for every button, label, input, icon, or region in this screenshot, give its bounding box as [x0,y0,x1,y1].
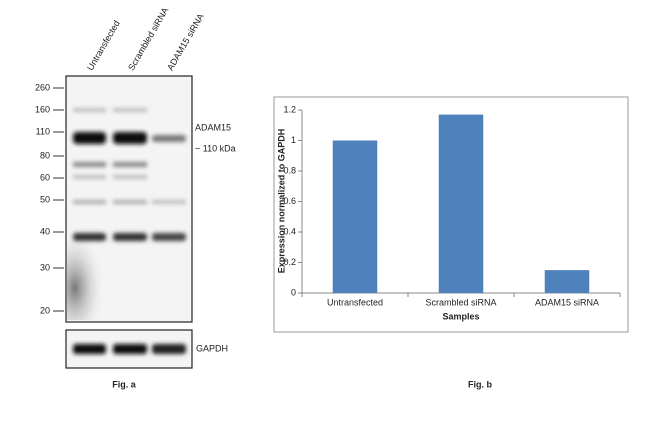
y-tick-label: 1 [291,135,296,145]
y-tick-label: 0.4 [283,226,296,236]
lane-label: Untransfected [85,19,122,73]
marker-label: 20 [40,305,50,315]
marker-label: 30 [40,262,50,272]
marker-label: 40 [40,226,50,236]
y-tick-label: 1.2 [283,104,296,114]
lane-label: Scrambled siRNA [126,6,170,73]
caption: Fig. b [468,379,492,389]
marker-label: 160 [35,104,50,114]
y-axis-label: Expression normalized to GAPDH [276,129,286,274]
blot-panel [65,75,193,323]
bar [332,140,378,293]
target-label: ADAM15 [195,122,231,132]
x-tick-label: Untransfected [327,297,383,307]
target-size: ~ 110 kDa [195,143,236,153]
marker-label: 50 [40,194,50,204]
x-tick-label: Scrambled siRNA [425,297,496,307]
bands [73,108,186,241]
caption: Fig. a [112,379,136,389]
bar [544,270,590,293]
lane-label: ADAM15 siRNA [165,12,206,72]
y-tick-label: 0.8 [283,165,296,175]
y-tick-label: 0.2 [283,257,296,267]
control-label: GAPDH [196,343,228,353]
x-tick-label: ADAM15 siRNA [535,297,599,307]
marker-label: 80 [40,150,50,160]
marker-label: 110 [36,126,50,136]
y-tick-label: 0.6 [283,196,296,206]
bar [438,114,484,293]
x-axis-label: Samples [442,311,479,321]
gapdh-panel [65,329,193,369]
y-tick-label: 0 [291,287,296,297]
marker-label: 260 [35,82,50,92]
marker-label: 60 [40,172,50,182]
